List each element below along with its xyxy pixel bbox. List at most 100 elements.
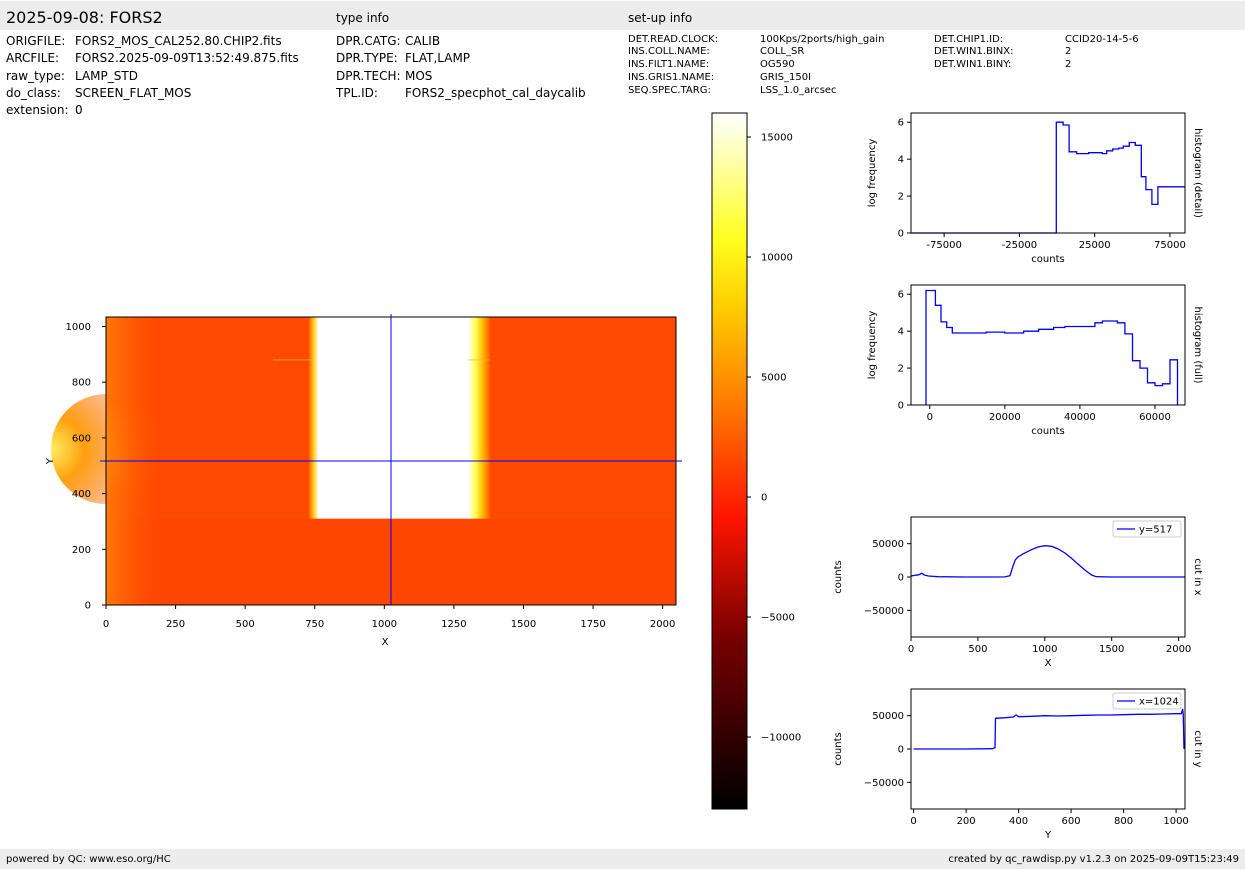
x-tick-label: 0 <box>910 816 916 827</box>
y-tick-label: 6 <box>898 118 904 129</box>
x-tick-label: 1500 <box>1099 644 1124 655</box>
y-tick-label: 50000 <box>872 539 904 550</box>
setup-info-heading: set-up info <box>628 11 693 25</box>
type-info-value: CALIB <box>405 34 441 48</box>
bright-edge-left <box>308 317 319 519</box>
type-info-heading: type info <box>336 11 390 25</box>
footer-bar <box>0 849 1245 869</box>
setup-info-value: 100Kps/2ports/high_gain <box>760 34 885 45</box>
footer-credit: powered by QC: www.eso.org/HC <box>6 854 171 865</box>
legend-label: x=1024 <box>1139 697 1179 708</box>
y-tick-label: 2 <box>898 192 904 203</box>
x-tick-label: 800 <box>1114 816 1133 827</box>
y-tick-label: −50000 <box>864 606 904 617</box>
x-tick-label: 40000 <box>1064 412 1096 423</box>
type-info-value: FORS2_specphot_cal_daycalib <box>405 86 586 100</box>
series-line <box>913 708 1185 750</box>
y-tick-label: 2 <box>898 364 904 375</box>
footer-created: created by qc_rawdisp.py v1.2.3 on 2025-… <box>948 854 1239 865</box>
setup-info-key: DET.WIN1.BINX: <box>934 46 1014 57</box>
image-frame <box>105 316 677 606</box>
setup-info-key: DET.READ.CLOCK: <box>628 34 719 45</box>
y-tick-label: 200 <box>72 545 91 556</box>
y-tick-label: −50000 <box>864 778 904 789</box>
type-info-key: DPR.TYPE: <box>336 51 398 65</box>
side-label: histogram (full) <box>1192 306 1203 383</box>
type-info-key: DPR.TECH: <box>336 69 401 83</box>
setup-info-value: GRIS_150I <box>760 72 812 83</box>
x-tick-label: -75000 <box>926 240 961 251</box>
y-tick-label: 50000 <box>872 711 904 722</box>
x-tick-label: 60000 <box>1139 412 1171 423</box>
y-axis-label: Y <box>45 457 56 465</box>
type-info-value: MOS <box>405 69 433 83</box>
colorbar-tick-label: 15000 <box>761 133 793 144</box>
x-tick-label: 400 <box>1009 816 1028 827</box>
colorbar-tick-label: 0 <box>761 493 767 504</box>
setup-info-key: DET.WIN1.BINY: <box>934 59 1012 70</box>
setup-info-value: OG590 <box>760 59 795 70</box>
setup-info-value: 2 <box>1065 59 1072 70</box>
side-label: cut in x <box>1192 558 1203 595</box>
file-info-key: raw_type: <box>6 69 65 83</box>
y-tick-label: 800 <box>72 378 91 389</box>
file-info-key: extension: <box>6 103 69 117</box>
series-line <box>910 545 1185 578</box>
y-tick-label: 6 <box>898 290 904 301</box>
x-tick-label: 20000 <box>989 412 1021 423</box>
y-tick-label: 400 <box>72 489 91 500</box>
x-tick-label: 500 <box>968 644 987 655</box>
x-tick-label: 75000 <box>1154 240 1186 251</box>
setup-info-value: 2 <box>1065 46 1072 57</box>
side-label: histogram (detail) <box>1192 128 1203 218</box>
y-tick-label: 4 <box>898 327 904 338</box>
setup-info-key: INS.GRIS1.NAME: <box>628 72 715 83</box>
type-info-key: TPL.ID: <box>336 86 378 100</box>
x-tick-label: 1000 <box>372 619 397 630</box>
series-line <box>911 121 1185 234</box>
setup-info-value: COLL_SR <box>760 46 805 57</box>
y-axis-label: counts <box>833 560 844 593</box>
colorbar-tick-label: −10000 <box>761 733 801 744</box>
y-axis-label: counts <box>833 732 844 765</box>
y-tick-label: 0 <box>898 745 904 756</box>
x-tick-label: 0 <box>908 644 914 655</box>
y-tick-label: 1000 <box>66 322 91 333</box>
page-title: 2025-09-08: FORS2 <box>6 8 163 27</box>
file-info-key: ORIGFILE: <box>6 34 66 48</box>
header-bar <box>0 1 1245 30</box>
setup-info-key: SEQ.SPEC.TARG: <box>628 85 711 96</box>
y-tick-label: 4 <box>898 155 904 166</box>
y-tick-label: 0 <box>898 229 904 240</box>
y-tick-label: 600 <box>72 433 91 444</box>
y-axis-label: log frequency <box>867 311 878 380</box>
y-tick-label: 0 <box>85 601 91 612</box>
x-tick-label: 2000 <box>1166 644 1191 655</box>
x-tick-label: 25000 <box>1079 240 1111 251</box>
file-info-key: do_class: <box>6 86 61 100</box>
type-info-key: DPR.CATG: <box>336 34 401 48</box>
y-tick-label: 0 <box>898 573 904 584</box>
series-line <box>925 289 1179 405</box>
y-tick-label: 0 <box>898 401 904 412</box>
bright-region <box>317 317 472 519</box>
file-info-key: ARCFILE: <box>6 51 60 65</box>
file-info-value: 0 <box>75 103 83 117</box>
plot-frame <box>910 112 1186 234</box>
colorbar-tick-label: −5000 <box>761 613 795 624</box>
setup-info-key: DET.CHIP1.ID: <box>934 34 1004 45</box>
setup-info-value: LSS_1.0_arcsec <box>760 85 837 96</box>
type-info-value: FLAT,LAMP <box>405 51 471 65</box>
setup-info-key: INS.COLL.NAME: <box>628 46 710 57</box>
x-tick-label: 1250 <box>441 619 466 630</box>
x-axis-label: X <box>382 637 389 648</box>
y-axis-label: log frequency <box>867 139 878 208</box>
setup-info-key: INS.FILT1.NAME: <box>628 59 710 70</box>
file-info-value: FORS2_MOS_CAL252.80.CHIP2.fits <box>75 34 282 48</box>
x-axis-label: X <box>1045 658 1052 669</box>
setup-info-value: CCID20-14-5-6 <box>1065 34 1139 45</box>
x-axis-label: Y <box>1044 830 1052 841</box>
x-axis-label: counts <box>1031 426 1064 437</box>
x-tick-label: 200 <box>957 816 976 827</box>
